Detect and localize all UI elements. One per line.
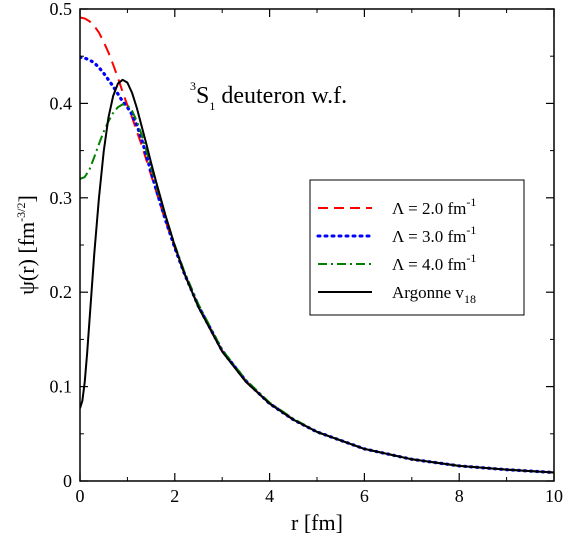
y-tick-label: 0.3	[50, 188, 73, 208]
legend: Λ = 2.0 fm-1 Λ = 3.0 fm-1 Λ = 4.0 fm-1 A…	[309, 179, 525, 316]
legend-label-3: Argonne v18	[392, 283, 476, 306]
legend-label-2: Λ = 4.0 fm-1	[392, 251, 476, 274]
y-tick-label: 0.1	[50, 377, 73, 397]
y-tick-label: 0.4	[50, 93, 73, 113]
y-tick-label: 0.5	[50, 0, 73, 19]
ticks-layer: 0 2 4 6 8 10 0 0.1 0.2 0.3 0.4 0.5	[50, 0, 564, 506]
x-tick-label: 8	[455, 486, 464, 506]
x-tick-label: 10	[545, 486, 563, 506]
x-tick-label: 0	[76, 486, 85, 506]
series-line-1	[80, 55, 554, 475]
x-tick-label: 2	[170, 486, 179, 506]
series-layer	[80, 16, 554, 475]
series-line-3	[80, 78, 554, 474]
x-tick-label: 4	[265, 486, 274, 506]
y-axis-label: ψ(r) [fm-3/2]	[14, 195, 39, 295]
x-axis-label: r [fm]	[291, 510, 343, 535]
annotation: 3S1 deuteron w.f.	[190, 79, 347, 113]
legend-label-0: Λ = 2.0 fm-1	[392, 195, 476, 218]
y-tick-label: 0.2	[50, 282, 73, 302]
x-tick-label: 6	[360, 486, 369, 506]
y-tick-label: 0	[63, 471, 72, 491]
legend-label-1: Λ = 3.0 fm-1	[392, 223, 476, 246]
